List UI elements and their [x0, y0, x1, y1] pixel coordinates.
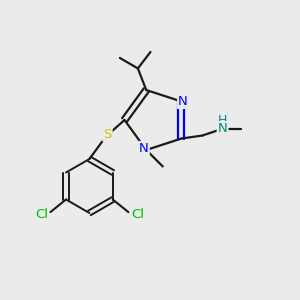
- Text: H: H: [217, 114, 227, 127]
- Text: S: S: [103, 128, 112, 141]
- Text: Cl: Cl: [131, 208, 144, 221]
- Text: N: N: [139, 142, 149, 155]
- Text: N: N: [218, 122, 227, 135]
- Text: Cl: Cl: [35, 208, 48, 221]
- Text: N: N: [178, 95, 188, 108]
